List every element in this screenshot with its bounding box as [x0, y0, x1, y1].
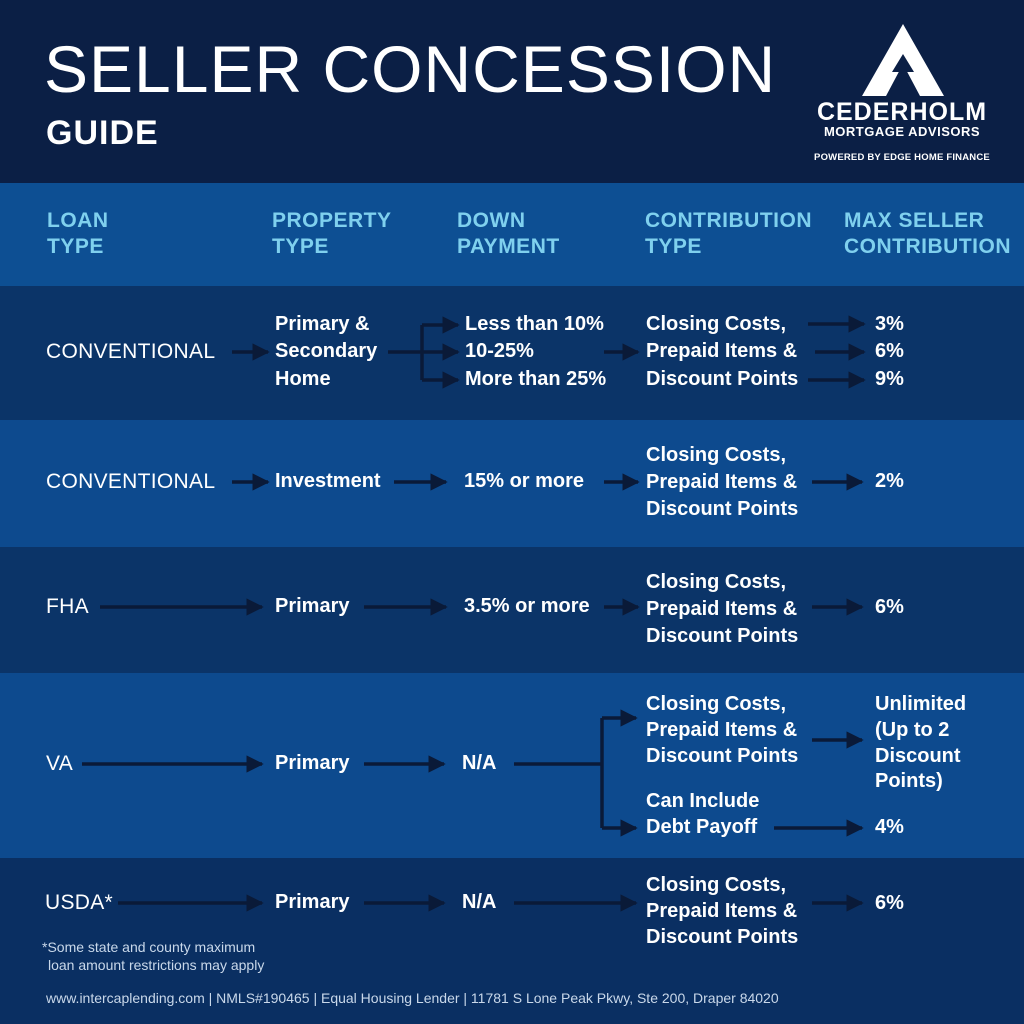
loan-type-cell: USDA* — [45, 891, 114, 914]
contribution-type-line: Discount Points — [646, 745, 799, 767]
property-type-line: Primary & — [275, 313, 370, 335]
down-payment-cell: More than 25% — [465, 368, 607, 390]
footer-text: www.intercaplending.com | NMLS#190465 | … — [46, 990, 779, 1006]
contribution-type-line: Discount Points — [646, 368, 799, 390]
page-title: SELLER CONCESSION — [44, 32, 777, 106]
mountain-logo-icon — [862, 24, 944, 96]
max-contribution-cell: 2% — [875, 470, 904, 492]
contribution-type-line: Prepaid Items & — [646, 598, 798, 620]
loan-type-cell: VA — [46, 752, 74, 775]
page-subtitle: GUIDE — [46, 114, 159, 152]
powered-by-text: POWERED BY EDGE HOME FINANCE — [814, 152, 990, 163]
property-type-line: Home — [275, 368, 331, 390]
column-header-line: TYPE — [272, 235, 329, 258]
column-header-band — [0, 183, 1024, 286]
max-contribution-cell: 9% — [875, 368, 904, 390]
property-type-cell: Primary — [275, 595, 350, 617]
max-contribution-cell: 6% — [875, 340, 904, 362]
header-banner — [0, 0, 1024, 183]
table-row — [0, 858, 1024, 1024]
down-payment-cell: N/A — [462, 891, 497, 913]
column-header-line: CONTRIBUTION — [844, 235, 1011, 258]
footnote: *Some state and county maximum loan amou… — [42, 938, 264, 974]
contribution-type-line: Prepaid Items & — [646, 340, 798, 362]
max-contribution-cell: 6% — [875, 596, 904, 618]
column-header-line: DOWN — [457, 209, 526, 232]
column-header-line: PROPERTY — [272, 209, 392, 232]
contribution-type-line: Closing Costs, — [646, 444, 787, 466]
column-header-line: TYPE — [645, 235, 702, 258]
contribution-type-line: Closing Costs, — [646, 571, 787, 593]
column-header-loan-type: LOAN TYPE — [47, 208, 109, 260]
property-type-cell: Primary — [275, 891, 350, 913]
down-payment-cell: Less than 10% — [465, 313, 604, 335]
property-type-line: Secondary — [275, 340, 378, 362]
down-payment-cell: 15% or more — [464, 470, 585, 492]
loan-type-cell: FHA — [46, 595, 89, 618]
footnote-line: *Some state and county maximum — [42, 939, 256, 955]
footnote-line: loan amount restrictions may apply — [48, 957, 265, 973]
property-type-cell: Primary — [275, 752, 350, 774]
contribution-type-line: Discount Points — [646, 926, 799, 948]
contribution-type-line: Prepaid Items & — [646, 471, 798, 493]
contribution-type-line: Discount Points — [646, 625, 799, 647]
contribution-type-line: Debt Payoff — [646, 816, 758, 838]
loan-type-cell: CONVENTIONAL — [46, 470, 216, 493]
down-payment-cell: N/A — [462, 752, 497, 774]
column-header-down-payment: DOWN PAYMENT — [457, 208, 560, 260]
brand-name: CEDERHOLM — [816, 98, 988, 126]
column-header-line: CONTRIBUTION — [645, 209, 812, 232]
brand-subtitle: MORTGAGE ADVISORS — [823, 124, 981, 139]
down-payment-cell: 10-25% — [465, 340, 534, 362]
max-contribution-line: (Up to 2 — [875, 719, 950, 741]
contribution-type-line: Closing Costs, — [646, 313, 787, 335]
max-contribution-cell: 6% — [875, 892, 904, 914]
down-payment-cell: 3.5% or more — [464, 595, 590, 617]
max-contribution-line: Unlimited — [875, 693, 967, 715]
property-type-cell: Investment — [275, 470, 381, 492]
max-contribution-cell: 4% — [875, 816, 904, 838]
table-row — [0, 673, 1024, 858]
max-contribution-line: Points) — [875, 770, 943, 792]
contribution-type-line: Prepaid Items & — [646, 719, 798, 741]
max-contribution-cell: 3% — [875, 313, 904, 335]
column-header-line: TYPE — [47, 235, 104, 258]
contribution-type-line: Discount Points — [646, 498, 799, 520]
column-header-line: LOAN — [47, 209, 109, 232]
contribution-type-line: Closing Costs, — [646, 693, 787, 715]
column-header-line: PAYMENT — [457, 235, 560, 258]
contribution-type-line: Closing Costs, — [646, 874, 787, 896]
column-header-property-type: PROPERTY TYPE — [272, 208, 392, 260]
column-header-contribution-type: CONTRIBUTION TYPE — [645, 208, 812, 260]
max-contribution-line: Discount — [875, 745, 961, 767]
contribution-type-line: Can Include — [646, 790, 760, 812]
loan-type-cell: CONVENTIONAL — [46, 340, 216, 363]
column-header-line: MAX SELLER — [844, 209, 985, 232]
contribution-type-line: Prepaid Items & — [646, 900, 798, 922]
column-header-max-contribution: MAX SELLER CONTRIBUTION — [844, 208, 1011, 260]
